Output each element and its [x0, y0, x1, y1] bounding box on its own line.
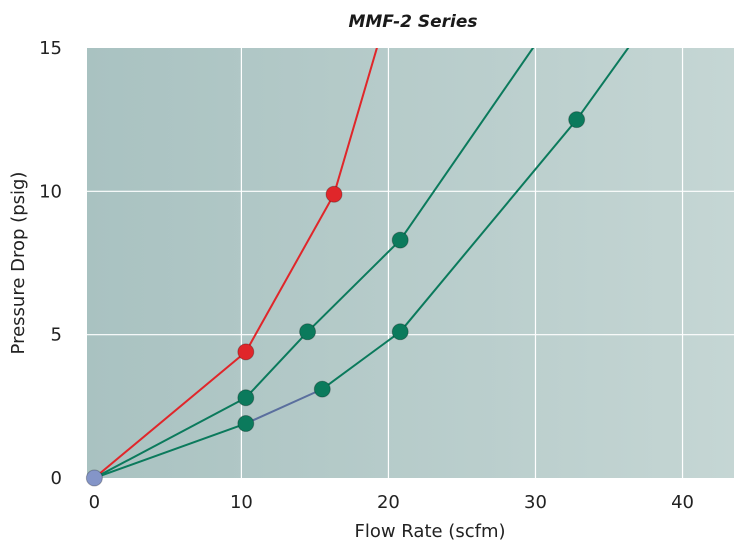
y-tick-labels: 0 5 10 15	[39, 38, 62, 489]
plot-area	[87, 48, 734, 478]
y-tick-label: 5	[51, 325, 62, 346]
data-point-marker	[237, 343, 255, 361]
data-point-marker	[237, 415, 255, 433]
series-3-segment	[245, 388, 323, 425]
y-tick-label: 0	[51, 468, 62, 489]
series-3-segment	[94, 422, 247, 478]
data-point-marker	[391, 323, 409, 341]
series-2-segment	[399, 48, 535, 241]
x-axis-label: Flow Rate (scfm)	[355, 521, 506, 542]
series-3-segment	[399, 119, 578, 333]
data-point-marker	[313, 380, 331, 398]
y-tick-label: 10	[39, 181, 62, 202]
x-tick-label: 20	[377, 492, 400, 513]
grid-lines	[87, 48, 734, 478]
series-3-segment	[321, 330, 401, 390]
data-markers	[85, 111, 586, 487]
data-point-marker	[568, 111, 586, 129]
series-1-segment	[333, 48, 378, 195]
data-point-marker	[85, 469, 103, 487]
x-tick-labels: 0 10 20 30 40	[89, 492, 694, 513]
series-1-segment	[93, 351, 247, 478]
series-1-segment	[244, 193, 335, 353]
chart-title: MMF-2 Series	[348, 12, 477, 32]
series-2-segment	[93, 396, 247, 478]
series-2-segment	[306, 239, 401, 333]
data-point-marker	[325, 185, 343, 203]
data-point-marker	[391, 231, 409, 249]
y-axis-label: Pressure Drop (psig)	[8, 172, 29, 355]
series-2-segment	[245, 331, 309, 399]
series-lines	[93, 48, 630, 478]
x-tick-label: 0	[89, 492, 100, 513]
x-tick-label: 10	[230, 492, 253, 513]
data-point-marker	[237, 389, 255, 407]
x-tick-label: 40	[671, 492, 694, 513]
data-point-marker	[299, 323, 317, 341]
y-tick-label: 15	[39, 38, 62, 59]
series-3-segment	[575, 48, 630, 121]
x-tick-label: 30	[524, 492, 547, 513]
